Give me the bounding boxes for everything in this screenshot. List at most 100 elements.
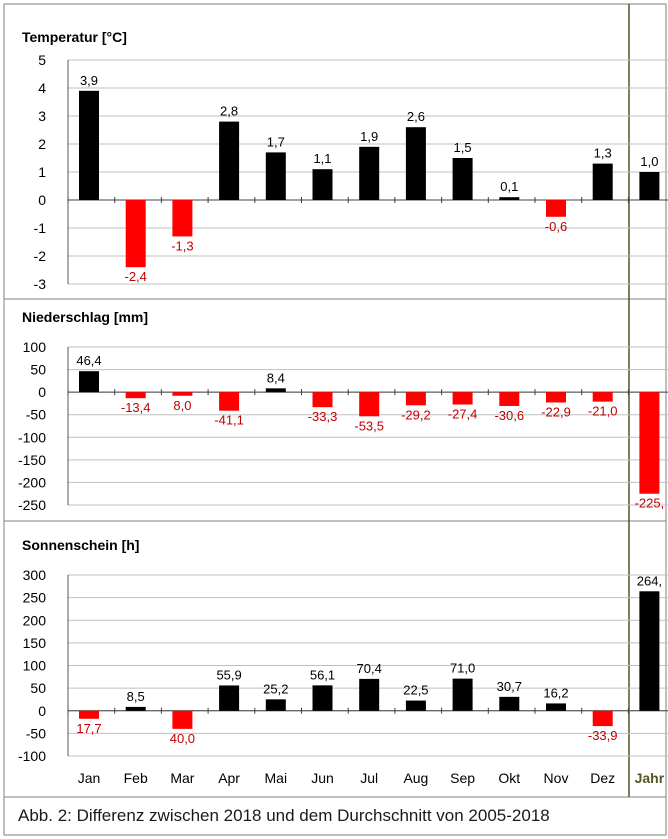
- data-label: -29,2: [401, 407, 431, 422]
- y-tick-label: -3: [34, 276, 47, 292]
- data-label: -33,9: [588, 728, 618, 743]
- data-label: -13,4: [121, 400, 151, 415]
- bar-sep: [452, 158, 473, 200]
- x-tick-label: Mar: [170, 770, 194, 786]
- bar-apr: [219, 685, 240, 711]
- bar-dez: [592, 392, 613, 402]
- y-tick-label: 5: [38, 52, 46, 68]
- bar-aug: [405, 700, 426, 711]
- data-label: -21,0: [588, 404, 618, 419]
- data-label: 1,7: [267, 134, 285, 149]
- bar-mar: [172, 710, 193, 729]
- x-tick-label: Sep: [450, 770, 475, 786]
- y-tick-label: 4: [38, 80, 46, 96]
- data-label: 2,8: [220, 104, 238, 119]
- x-tick-label: Okt: [498, 770, 520, 786]
- bar-mar: [172, 392, 193, 396]
- x-tick-label: Jul: [360, 770, 378, 786]
- chart-title: Temperatur [°C]: [22, 29, 127, 45]
- bar-jahr: [639, 591, 660, 711]
- data-label: 3,9: [80, 73, 98, 88]
- data-label: -22,9: [541, 404, 571, 419]
- data-label: 1,3: [594, 146, 612, 161]
- y-tick-label: 200: [23, 612, 47, 628]
- x-tick-label: Jahr: [635, 770, 665, 786]
- data-label: 1,5: [454, 140, 472, 155]
- bar-nov: [546, 200, 566, 217]
- y-tick-label: 3: [38, 108, 46, 124]
- x-tick-label: Mai: [265, 770, 288, 786]
- x-tick-label: Nov: [544, 770, 569, 786]
- x-tick-label: Feb: [124, 770, 148, 786]
- y-tick-label: -50: [26, 725, 46, 741]
- y-tick-label: 0: [38, 703, 46, 719]
- bar-sep: [452, 392, 473, 405]
- y-tick-label: -100: [18, 748, 46, 764]
- data-label: 56,1: [310, 667, 335, 682]
- data-label: -41,1: [214, 413, 244, 428]
- data-label: 8,5: [127, 689, 145, 704]
- data-label: -1,3: [171, 238, 193, 253]
- data-label: 70,4: [357, 661, 382, 676]
- bar-mar: [172, 200, 193, 237]
- bar-dez: [592, 710, 613, 727]
- bar-apr: [219, 121, 240, 200]
- data-label: 8,0: [173, 398, 191, 413]
- bar-dez: [592, 163, 613, 200]
- data-label: -0,6: [545, 219, 567, 234]
- x-tick-label: Apr: [218, 770, 240, 786]
- bar-mai: [265, 152, 286, 200]
- data-label: -33,3: [308, 409, 338, 424]
- y-tick-label: -250: [18, 497, 46, 513]
- bar-jul: [359, 146, 380, 200]
- bar-jan: [79, 90, 99, 200]
- bar-jun: [312, 169, 333, 200]
- bar-aug: [405, 127, 426, 200]
- y-tick-label: 0: [38, 384, 46, 400]
- y-tick-label: 1: [38, 164, 46, 180]
- data-label: 22,5: [403, 683, 428, 698]
- data-label: 71,0: [450, 661, 475, 676]
- y-tick-label: 0: [38, 192, 46, 208]
- data-label: 1,9: [360, 129, 378, 144]
- bar-jun: [312, 685, 333, 711]
- y-tick-label: -100: [18, 429, 46, 445]
- bar-jul: [359, 392, 380, 417]
- chart-panels: Temperatur [°C]543210-1-2-33,9-2,4-1,32,…: [18, 29, 668, 786]
- y-tick-label: -50: [26, 407, 46, 423]
- y-tick-label: -200: [18, 474, 46, 490]
- y-tick-label: 100: [23, 339, 47, 355]
- bar-okt: [499, 392, 520, 406]
- bar-jan: [79, 371, 99, 393]
- figure-caption: Abb. 2: Differenz zwischen 2018 und dem …: [18, 806, 550, 825]
- data-label: 1,1: [313, 151, 331, 166]
- data-label: -2,4: [124, 269, 146, 284]
- data-label: -30,6: [494, 408, 524, 423]
- chart-panel-2: Niederschlag [mm] 100 50 0 -50 -100 -150 -200 -2…: [18, 309, 668, 513]
- bar-jul: [359, 678, 380, 711]
- y-tick-label: 100: [23, 658, 47, 674]
- y-tick-label: 300: [23, 567, 47, 583]
- data-label: 46,4: [76, 353, 101, 368]
- bar-nov: [546, 392, 566, 403]
- data-label: 55,9: [216, 667, 241, 682]
- y-tick-label: 50: [30, 362, 46, 378]
- y-tick-label: -1: [34, 220, 47, 236]
- bar-jun: [312, 392, 333, 408]
- data-label: 17,7: [76, 721, 101, 736]
- bar-jahr: [639, 172, 660, 200]
- x-tick-label: Aug: [403, 770, 428, 786]
- data-label: -27,4: [448, 407, 478, 422]
- bar-jahr: [639, 392, 660, 494]
- chart-title: Sonnenschein [h]: [22, 537, 139, 553]
- x-tick-label: Jun: [311, 770, 334, 786]
- chart-title: Niederschlag [mm]: [22, 309, 148, 325]
- data-label: 40,0: [170, 731, 195, 746]
- bar-mai: [265, 699, 286, 711]
- bar-feb: [125, 200, 146, 268]
- x-tick-label: Dez: [590, 770, 615, 786]
- data-label: 8,4: [267, 370, 285, 385]
- chart-panel-1: Temperatur [°C] 5 4 3 2 1 0 -1 -2 -3 3,9 -2,4 -1,3 2,…: [22, 29, 668, 292]
- y-tick-label: 50: [30, 680, 46, 696]
- data-label: 16,2: [543, 685, 568, 700]
